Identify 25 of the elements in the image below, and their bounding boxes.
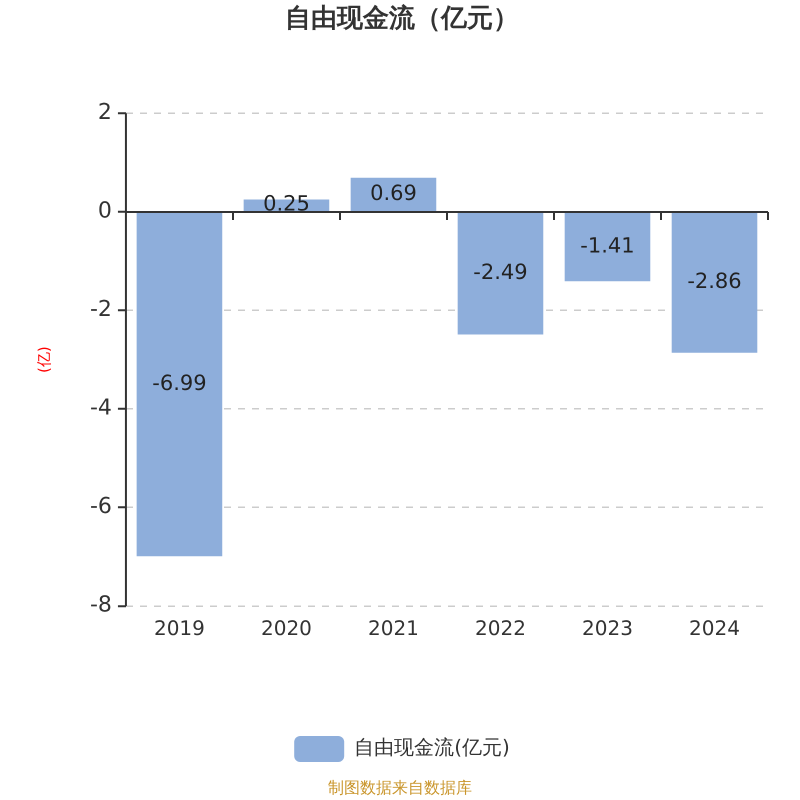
y-tick-label: 0: [98, 198, 112, 224]
text: 制图数据来自数据库: [328, 778, 472, 798]
data-label: -6.99: [152, 370, 207, 395]
y-tick-label: -8: [90, 592, 112, 618]
y-tick-label: -6: [90, 494, 112, 520]
legend-label: 自由现金流(亿元): [354, 735, 510, 760]
bar: [458, 212, 544, 334]
y-tick-label: -4: [90, 396, 112, 421]
x-tick-label: 2020: [261, 616, 312, 640]
x-tick-label: 2023: [582, 616, 633, 640]
x-tick-label: 2022: [475, 616, 526, 640]
bar: [564, 212, 650, 282]
x-tick-label: 2021: [368, 616, 419, 640]
y-tick-label: 2: [98, 100, 112, 125]
data-label: -2.86: [687, 269, 742, 294]
y-axis-title: (亿): [34, 346, 53, 373]
chart-title: 自由现金流（亿元）: [285, 3, 519, 34]
bar: [136, 212, 222, 556]
y-tick-label: -2: [90, 297, 112, 322]
data-label: -1.41: [580, 233, 635, 258]
data-label: -2.49: [473, 260, 528, 284]
x-tick-label: 2024: [689, 616, 740, 640]
x-tick-label: 2019: [154, 616, 205, 640]
bar: [672, 212, 758, 353]
data-label: 0.69: [370, 180, 417, 205]
